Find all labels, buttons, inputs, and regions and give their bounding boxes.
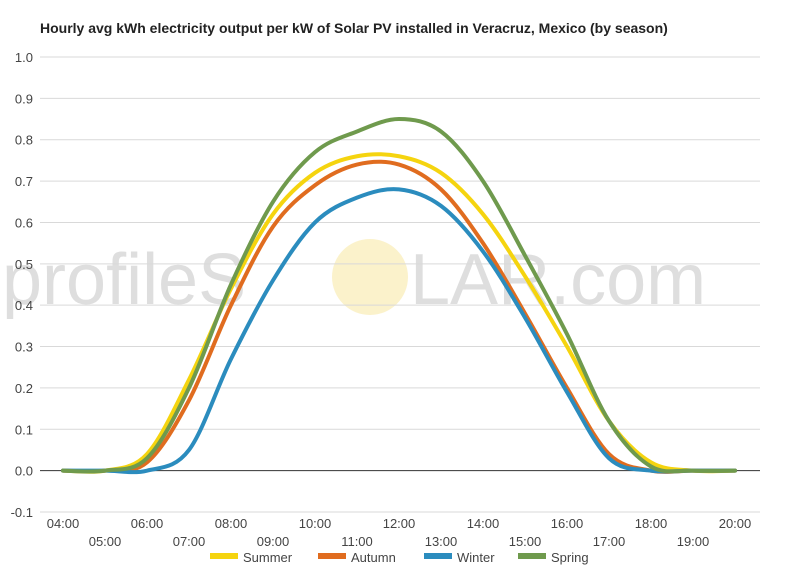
legend-item-winter[interactable]: Winter — [424, 550, 495, 565]
watermark-sun-icon — [332, 239, 408, 315]
y-tick-label: 0.6 — [15, 215, 33, 230]
x-tick-label: 14:00 — [467, 516, 500, 531]
x-tick-label: 11:00 — [341, 534, 373, 549]
x-tick-label: 17:00 — [593, 534, 626, 549]
legend-item-summer[interactable]: Summer — [210, 550, 293, 565]
watermark: profileS LAR.com — [2, 239, 706, 320]
y-tick-label: 0.9 — [15, 91, 33, 106]
legend-item-spring[interactable]: Spring — [518, 550, 589, 565]
x-tick-label: 09:00 — [257, 534, 290, 549]
legend-item-autumn[interactable]: Autumn — [318, 550, 396, 565]
x-tick-label: 19:00 — [677, 534, 710, 549]
x-tick-label: 13:00 — [425, 534, 458, 549]
x-tick-label: 07:00 — [173, 534, 206, 549]
x-tick-label: 05:00 — [89, 534, 122, 549]
x-tick-label: 16:00 — [551, 516, 584, 531]
y-tick-label: -0.1 — [11, 505, 33, 520]
x-tick-label: 12:00 — [383, 516, 416, 531]
x-tick-label: 10:00 — [299, 516, 332, 531]
x-tick-label: 04:00 — [47, 516, 80, 531]
watermark-text-after: LAR.com — [410, 240, 706, 320]
series-line-winter — [61, 187, 737, 475]
legend-label: Spring — [551, 550, 589, 565]
gridlines — [40, 56, 760, 513]
series-lines — [61, 117, 737, 475]
y-tick-label: 1.0 — [15, 50, 33, 65]
y-tick-label: 0.2 — [15, 381, 33, 396]
legend-swatch — [424, 553, 452, 559]
legend-label: Autumn — [351, 550, 396, 565]
y-tick-label: 0.3 — [15, 340, 33, 355]
y-axis-ticks: -0.1 0.0 0.1 0.2 0.3 0.4 0.5 0.6 0.7 0.8 0.9 1.0 — [11, 50, 33, 520]
y-tick-label: 0.0 — [15, 464, 33, 479]
x-tick-label: 08:00 — [215, 516, 248, 531]
legend-label: Summer — [243, 550, 293, 565]
x-tick-label: 20:00 — [719, 516, 752, 531]
x-tick-label: 06:00 — [131, 516, 164, 531]
legend[interactable]: Summer Autumn Winter Spring — [210, 550, 589, 565]
y-tick-label: 0.7 — [15, 174, 33, 189]
y-tick-label: 0.5 — [15, 257, 33, 272]
y-tick-label: 0.4 — [15, 298, 33, 313]
y-tick-label: 0.8 — [15, 133, 33, 148]
x-tick-label: 18:00 — [635, 516, 668, 531]
y-tick-label: 0.1 — [15, 422, 33, 437]
legend-swatch — [518, 553, 546, 559]
x-axis-ticks: 04:00 05:00 06:00 07:00 08:00 09:00 10:00 11:00… — [47, 516, 752, 549]
watermark-text-before: profileS — [2, 240, 246, 320]
chart-title: Hourly avg kWh electricity output per kW… — [40, 20, 668, 36]
x-tick-label: 15:00 — [509, 534, 542, 549]
legend-label: Winter — [457, 550, 495, 565]
legend-swatch — [318, 553, 346, 559]
series-line-spring — [61, 117, 737, 474]
series-line-autumn — [61, 159, 737, 474]
legend-swatch — [210, 553, 238, 559]
